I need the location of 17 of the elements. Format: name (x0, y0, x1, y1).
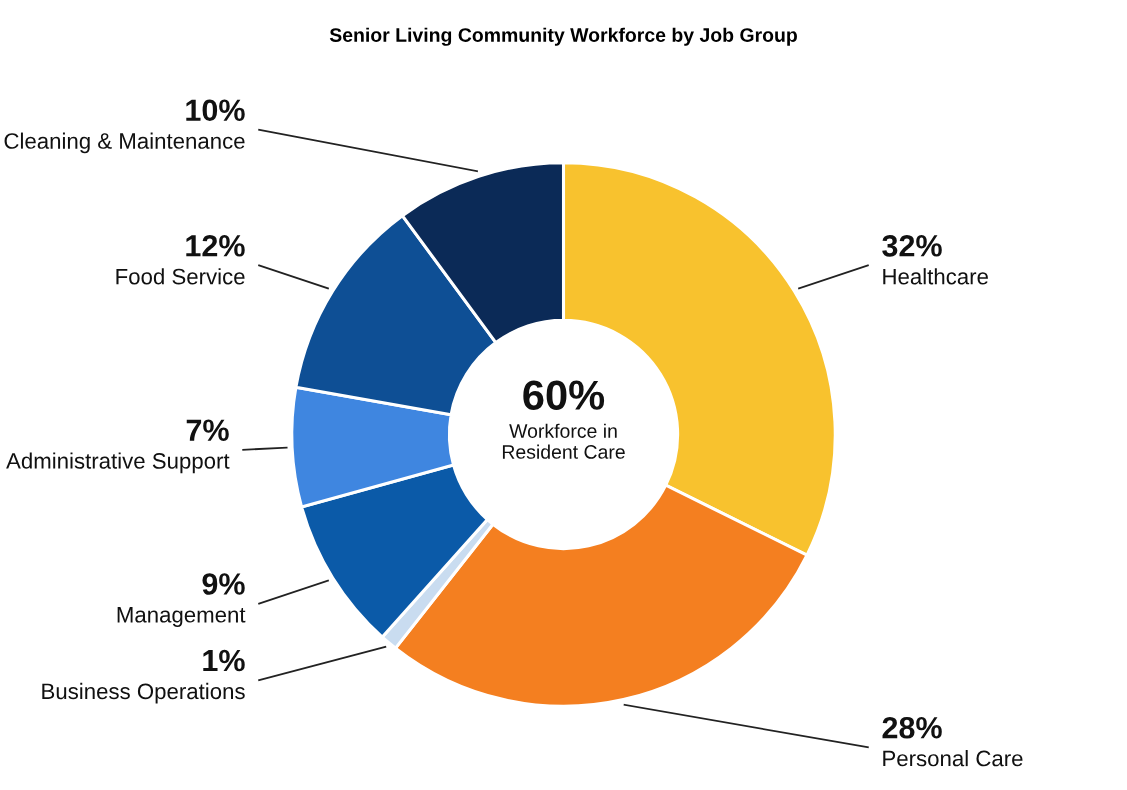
data-label: 12% (186, 235, 245, 257)
slice-label: Business Operations (42, 682, 245, 704)
slice-label: Cleaning & Maintenance (4, 132, 245, 154)
data-label: 10% (186, 99, 245, 122)
slice-label: Healthcare (883, 268, 988, 285)
text: 60% (523, 380, 605, 410)
slice-label: Administrative Support (6, 452, 230, 474)
data-label: 32% (882, 235, 942, 257)
data-label: 9% (202, 573, 245, 595)
text: Workforce in Resident Care (502, 423, 625, 459)
data-label: 1% (203, 649, 245, 672)
data-label: 7% (186, 419, 229, 441)
slice-label: Personal Care (883, 750, 1023, 767)
chart-title: Senior Living Community Workforce by Job Group (329, 27, 797, 46)
slice-label: Management (117, 607, 246, 627)
data-label: 28% (882, 716, 942, 739)
slice-label: Food Service (116, 268, 245, 285)
